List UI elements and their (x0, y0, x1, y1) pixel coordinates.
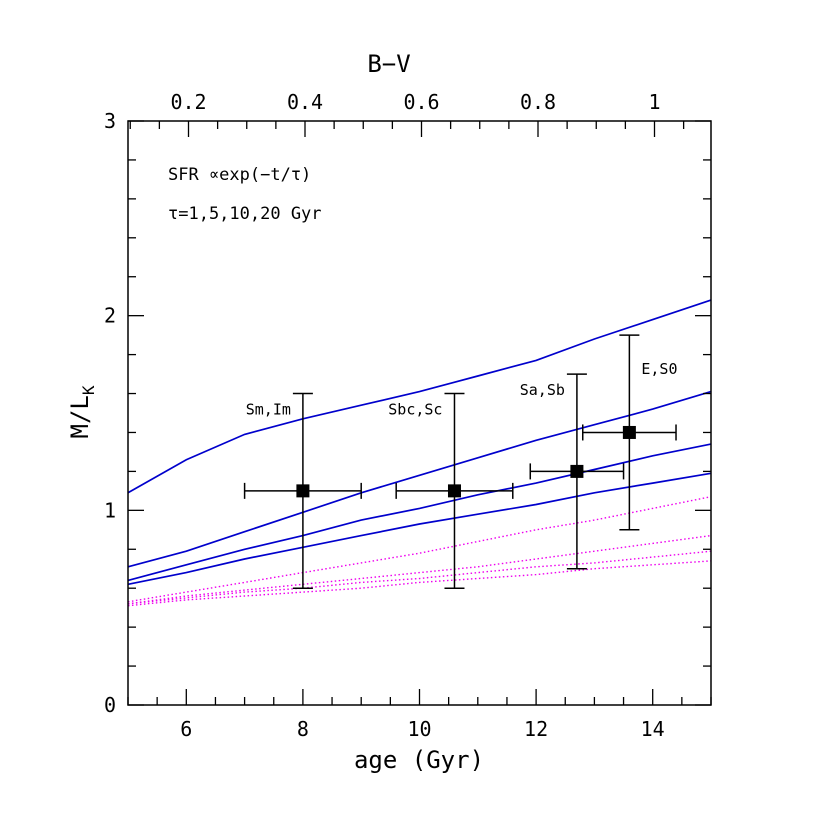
y-axis-label-main: M/L (66, 395, 94, 438)
top-tick-label: 0.4 (287, 90, 323, 114)
data-point-marker (296, 484, 310, 498)
data-point-label: E,S0 (641, 360, 677, 378)
y-axis-label: M/LK (66, 385, 98, 438)
solid-model-curve-4 (127, 472, 712, 586)
top-tick-label: 0.2 (170, 90, 206, 114)
data-points: Sm,Im Sbc,Sc Sa,Sb E,S0 (243, 334, 678, 589)
data-point-3: Sa,Sb (520, 373, 625, 570)
data-point-4: E,S0 (581, 334, 678, 531)
axis-ticks (127, 120, 712, 706)
top-tick-label: 1 (648, 90, 660, 114)
solid-model-curve-2 (127, 390, 712, 568)
dotted-model-curve-8 (127, 560, 712, 607)
data-point-marker (447, 484, 461, 498)
x-axis-label: age (Gyr) (354, 746, 484, 774)
x-tick-label: 6 (180, 717, 192, 741)
top-tick-label: 0.6 (403, 90, 439, 114)
model-curves (127, 299, 712, 607)
data-point-label: Sm,Im (246, 401, 291, 419)
solid-model-curve-1 (127, 299, 712, 494)
y-tick-label: 3 (104, 109, 116, 133)
x-tick-label: 12 (524, 717, 548, 741)
sfr-annotation: SFR ∝exp(−t/τ) (168, 165, 311, 185)
tau-annotation: τ=1,5,10,20 Gyr (168, 204, 322, 224)
svg-text:M/LK: M/LK (66, 385, 98, 438)
solid-model-curve-3 (127, 443, 712, 582)
dotted-model-curve-6 (127, 534, 712, 605)
y-tick-label: 1 (104, 498, 116, 522)
y-axis-label-subscript: K (79, 385, 98, 395)
y-tick-label: 0 (104, 693, 116, 717)
data-point-2: Sbc,Sc (388, 392, 514, 589)
dotted-model-curve-7 (127, 550, 712, 605)
x-tick-label: 14 (641, 717, 665, 741)
top-tick-label: 0.8 (520, 90, 556, 114)
top-axis-label: B−V (367, 50, 410, 78)
data-point-marker (622, 425, 636, 439)
x-tick-label: 8 (297, 717, 309, 741)
data-point-label: Sa,Sb (520, 381, 565, 399)
data-point-label: Sbc,Sc (388, 401, 442, 419)
dotted-model-curve-5 (127, 496, 712, 603)
y-tick-label: 2 (104, 304, 116, 328)
data-point-marker (570, 464, 584, 478)
data-point-1: Sm,Im (243, 392, 362, 589)
x-tick-label: 10 (407, 717, 431, 741)
